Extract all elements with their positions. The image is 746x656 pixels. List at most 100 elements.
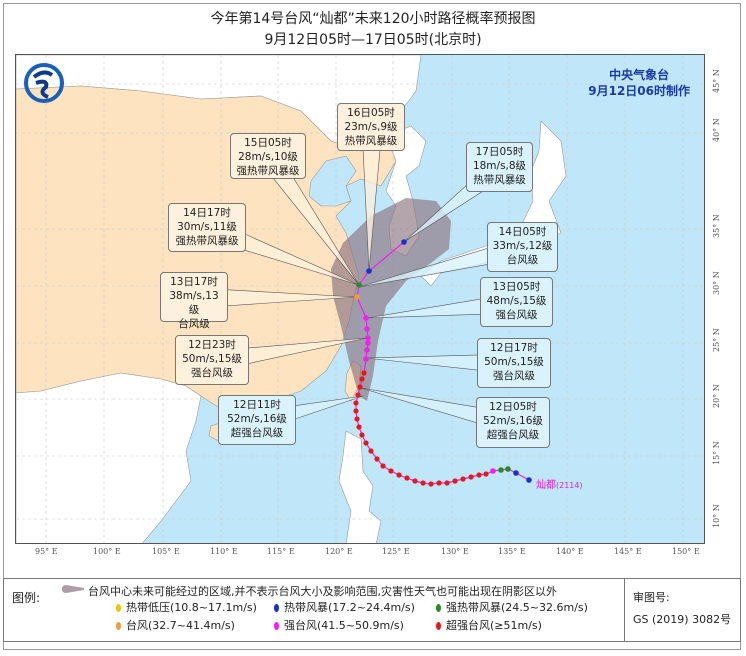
intensity-dot-icon: [116, 622, 121, 630]
longitude-tick: 135° E: [498, 547, 526, 556]
legend-heading: 图例:: [12, 591, 41, 605]
typhoon-name-label: 灿都(2114): [536, 476, 583, 491]
track-point: [404, 475, 410, 481]
latitude-tick: 25° N: [712, 328, 721, 352]
forecast-label-grade: 强台风级: [493, 370, 535, 382]
track-point: [513, 470, 519, 476]
longitude-tick: 115° E: [267, 547, 295, 556]
forecast-label-wind: 30m/s,11级: [177, 221, 237, 233]
track-point: [364, 326, 370, 332]
forecast-label-wind: 52m/s,16级: [227, 413, 287, 425]
track-point: [356, 282, 362, 288]
track-point: [361, 370, 367, 376]
legend-item-label: 超强台风(≥51m/s): [446, 619, 542, 632]
legend-item-label: 台风(32.7~41.4m/s): [126, 619, 235, 632]
forecast-label-time: 13日17时: [170, 276, 218, 288]
forecast-label: 12日23时 50m/s,15级 强台风级: [175, 335, 249, 385]
track-point: [374, 456, 380, 462]
latitude-tick: 15° N: [712, 441, 721, 465]
issue-time: 9月12日06时制作: [588, 84, 690, 98]
forecast-label: 14日17时 30m/s,11级 强热带风暴级: [168, 203, 246, 252]
track-point: [444, 480, 450, 486]
track-point: [363, 440, 369, 446]
track-point: [452, 478, 458, 484]
track-point: [388, 468, 394, 474]
latitude-tick: 20° N: [712, 384, 721, 408]
forecast-label-grade: 强热带风暴级: [236, 165, 300, 177]
track-point: [380, 463, 386, 469]
track-point: [355, 392, 361, 398]
track-point: [412, 478, 418, 484]
longitude-tick: 100° E: [93, 547, 121, 556]
forecast-label: 12日11时 52m/s,16级 超强台风级: [218, 395, 296, 445]
forecast-label-grade: 台风级: [178, 318, 210, 330]
forecast-label-grade: 强台风级: [191, 367, 233, 379]
longitude-tick: 130° E: [441, 547, 469, 556]
track-point: [460, 476, 466, 482]
typhoon-number: (2114): [556, 481, 583, 490]
track-point: [428, 481, 434, 487]
forecast-label: 12日17时 50m/s,15级 强台风级: [477, 338, 551, 388]
track-point: [396, 472, 402, 478]
philippines: [338, 430, 382, 543]
agency-name: 中央气象台: [609, 68, 670, 82]
track-point: [505, 466, 511, 472]
forecast-label-wind: 48m/s,15级: [486, 295, 547, 307]
forecast-label: 16日05时 23m/s,9级 热带风暴级: [337, 103, 405, 151]
forecast-label-grade: 超强台风级: [486, 429, 540, 441]
latitude-tick: 45° N: [712, 69, 721, 93]
forecast-label: 14日05时 33m/s,12级 台风级: [487, 222, 558, 272]
track-point: [365, 340, 371, 346]
cone-legend-icon: [62, 585, 84, 593]
forecast-label-wind: 23m/s,9级: [344, 121, 398, 133]
track-point: [359, 432, 365, 438]
legend-item-label: 热带低压(10.8~17.1m/s): [126, 601, 257, 614]
approval-block: 审图号: GS (2019) 3082号: [624, 579, 740, 641]
forecast-label-grade: 强台风级: [495, 309, 538, 321]
forecast-label-time: 15日05时: [244, 137, 292, 149]
legend-item: 强台风(41.5~50.9m/s): [274, 617, 404, 633]
longitude-tick: 95° E: [35, 547, 58, 556]
map-subtitle: 9月12日05时—17日05时(北京时): [264, 32, 482, 48]
cma-logo: [24, 63, 64, 103]
longitude-tick: 105° E: [152, 547, 180, 556]
track-point: [366, 268, 372, 274]
southeast-asia: [16, 372, 202, 543]
track-point: [420, 480, 426, 486]
map-frame-border: [3, 3, 741, 650]
forecast-label: 13日05时 48m/s,15级 强台风级: [480, 277, 553, 327]
forecast-label-grade: 超强台风级: [230, 427, 284, 439]
forecast-label-time: 12日05时: [489, 401, 537, 413]
forecast-label-time: 14日05时: [498, 226, 547, 238]
forecast-label-time: 14日17时: [183, 207, 231, 219]
latitude-tick: 10° N: [712, 504, 721, 528]
approval-label: 审图号:: [633, 591, 670, 604]
forecast-label-time: 12日17时: [490, 342, 538, 354]
typhoon-name: 灿都: [536, 480, 556, 491]
track-point: [490, 468, 496, 474]
track-point: [357, 384, 363, 390]
track-point: [483, 471, 489, 477]
latitude-tick: 30° N: [712, 271, 721, 295]
map-title: 今年第14号台风“灿都”未来120小时路径概率预报图: [210, 11, 536, 27]
forecast-label-grade: 强热带风暴级: [175, 235, 239, 247]
latitude-tick: 35° N: [712, 214, 721, 238]
forecast-label-time: 12日11时: [233, 399, 281, 411]
agency-block: 中央气象台 9月12日06时制作: [588, 67, 690, 99]
track-point: [498, 467, 504, 473]
longitude-tick: 140° E: [556, 547, 584, 556]
track-point: [476, 472, 482, 478]
legend-item: 热带风暴(17.2~24.4m/s): [274, 599, 415, 615]
longitude-tick: 125° E: [382, 547, 410, 556]
track-point: [353, 408, 359, 414]
intensity-dot-icon: [436, 604, 441, 612]
legend-item-label: 强台风(41.5~50.9m/s): [284, 619, 404, 632]
longitude-tick: 145° E: [614, 547, 642, 556]
track-point: [356, 424, 362, 430]
track-point: [368, 448, 374, 454]
forecast-label: 15日05时 28m/s,10级 强热带风暴级: [230, 133, 306, 179]
typhoon-track: [353, 239, 532, 487]
track-point: [363, 356, 369, 362]
longitude-tick: 150° E: [672, 547, 700, 556]
legend-item: 超强台风(≥51m/s): [436, 617, 542, 633]
